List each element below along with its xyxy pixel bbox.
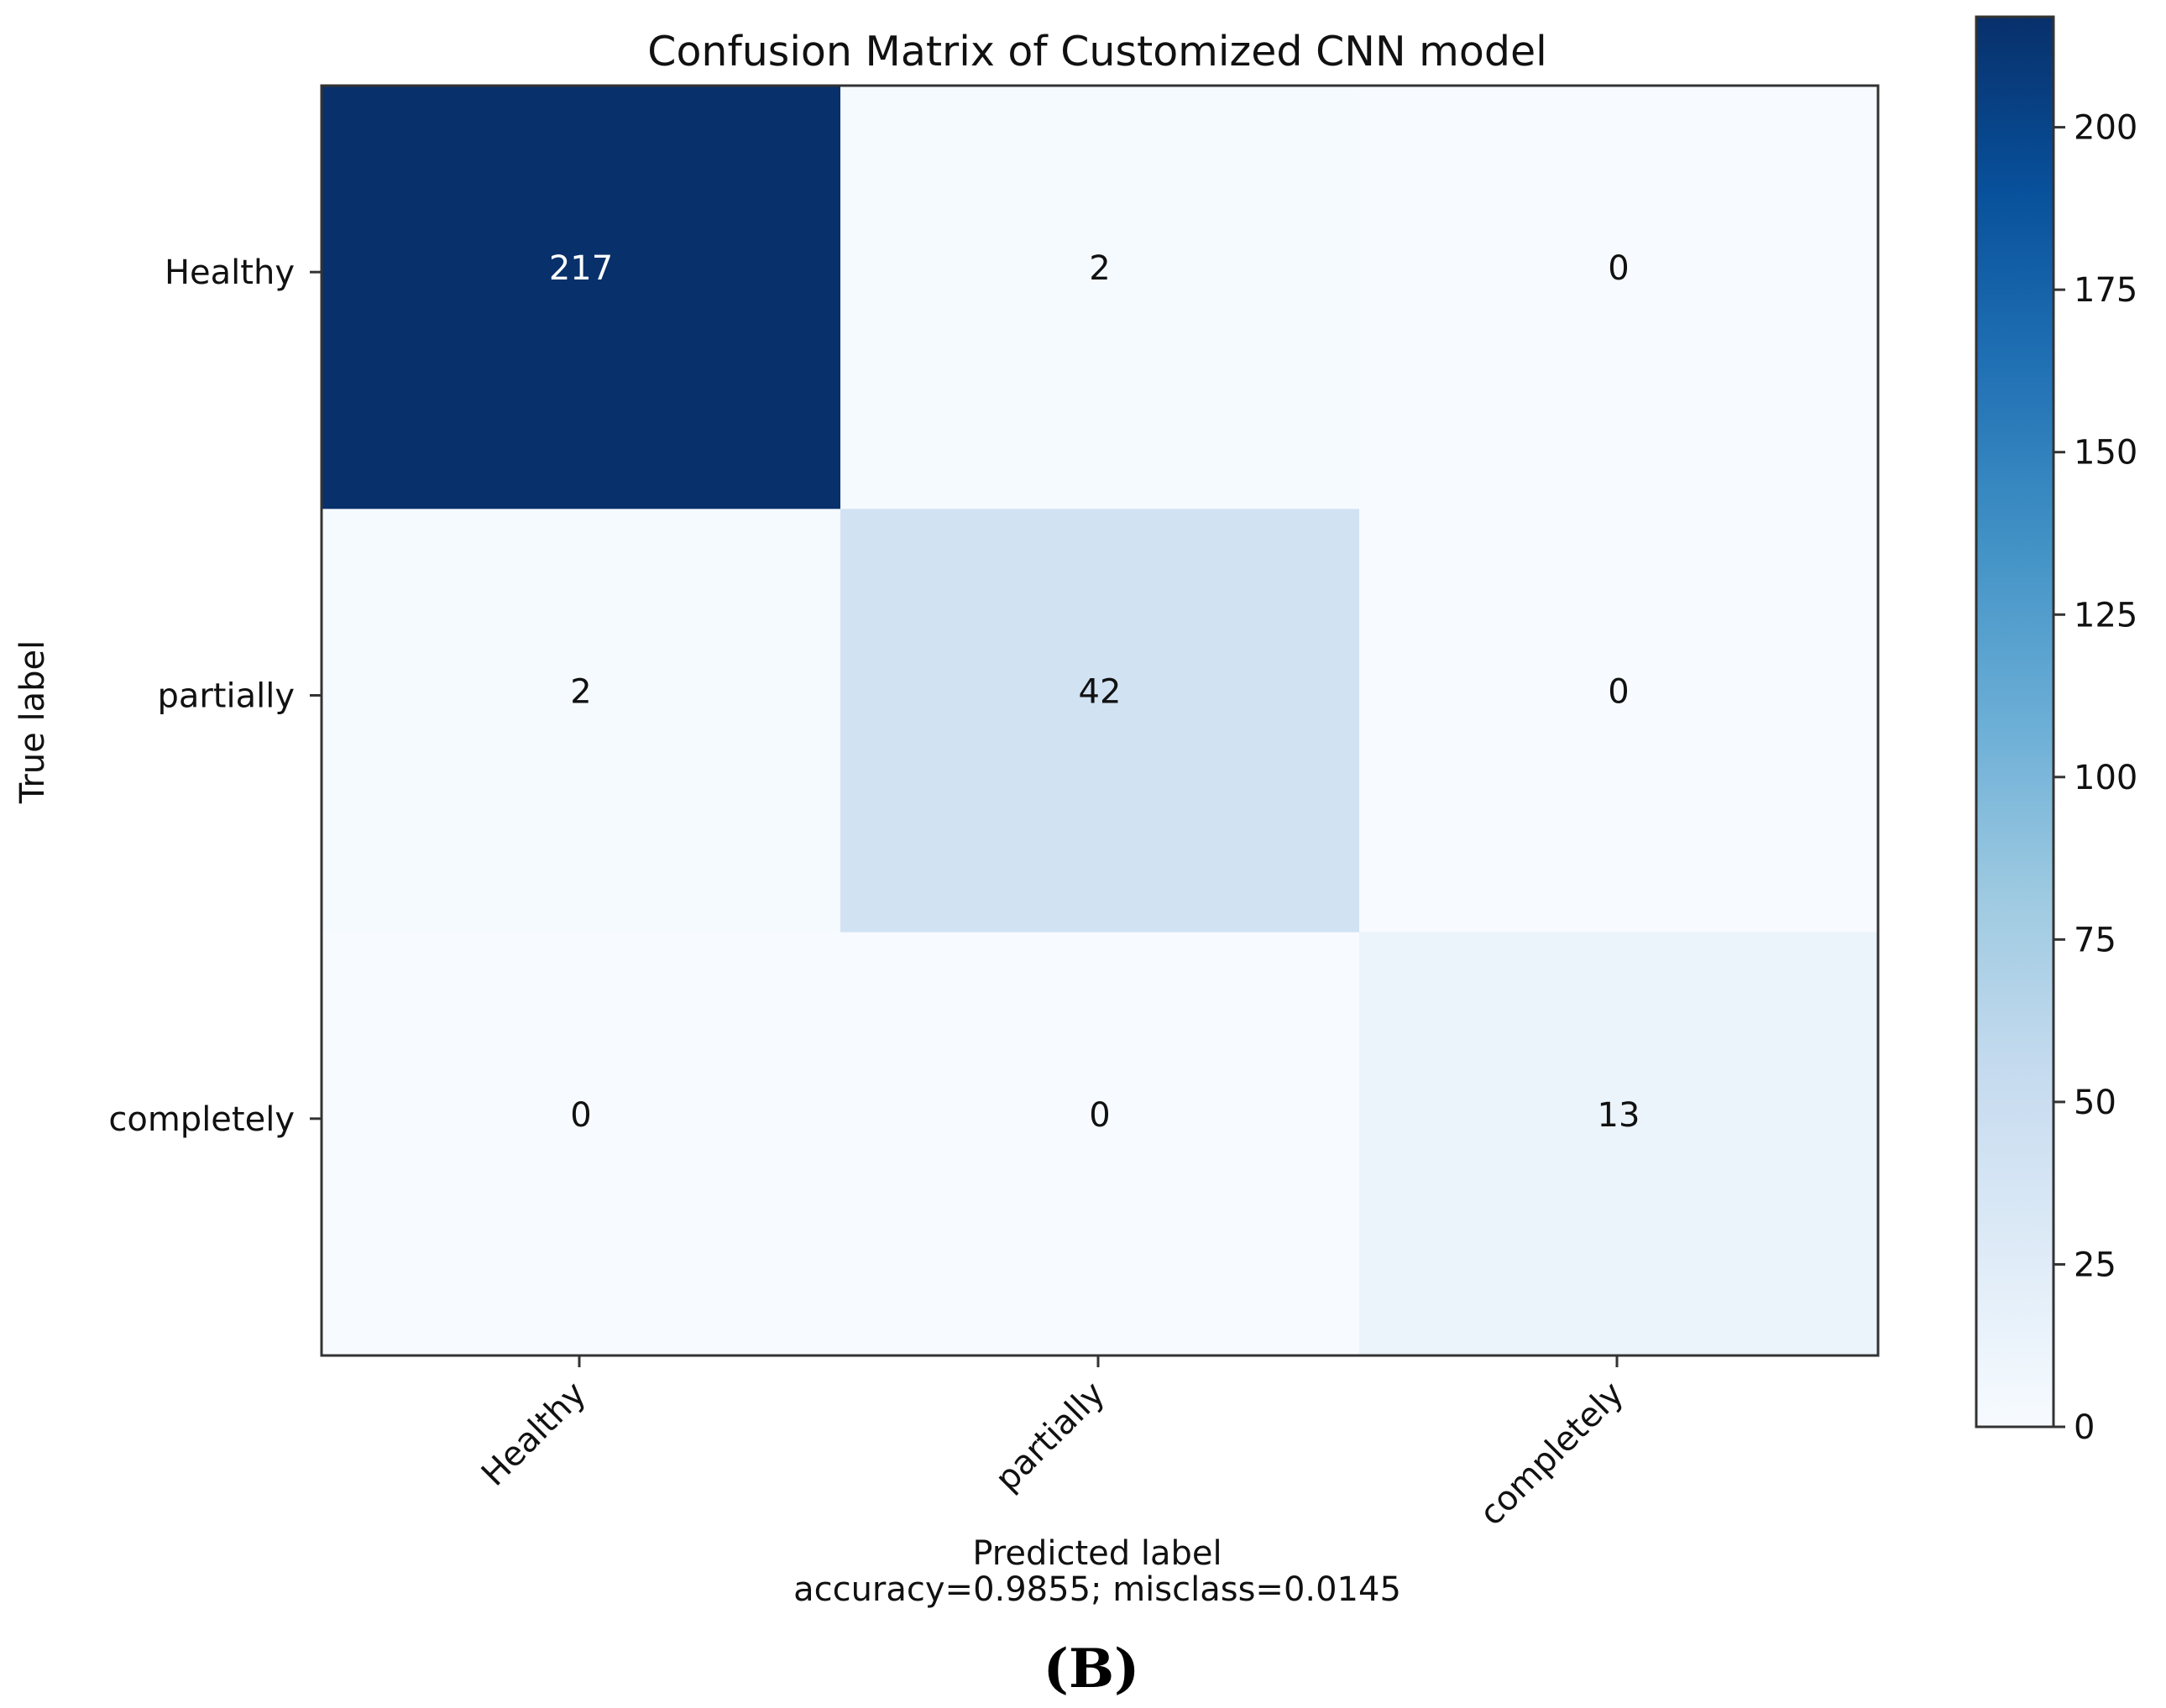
colorbar-tick-label: 75 (2074, 921, 2116, 959)
colorbar: 0 25 50 75 100 125 150 175 200 (1975, 15, 2137, 1447)
colorbar-tick-label: 175 (2074, 271, 2137, 310)
cell-value-label: 13 (1598, 1096, 1640, 1135)
heatmap-cell (840, 86, 1360, 509)
colorbar-tick-label: 50 (2074, 1084, 2116, 1122)
cell-value-label: 0 (1608, 673, 1629, 712)
heatmap-cell (840, 509, 1360, 933)
heatmap-cell (840, 932, 1360, 1356)
x-axis-sublabel: accuracy=0.9855; misclass=0.0145 (793, 1570, 1401, 1609)
x-tick-label: completely (1473, 1375, 1631, 1533)
cell-value-label: 0 (1608, 249, 1629, 288)
cell-value-label: 2 (1089, 249, 1110, 288)
chart-title: Confusion Matrix of Customized CNN model (647, 28, 1547, 76)
colorbar-tick-label: 0 (2074, 1408, 2095, 1447)
x-tick-label: partially (988, 1375, 1112, 1499)
y-tick-label: completely (108, 1100, 295, 1139)
cell-value-label: 42 (1079, 673, 1122, 712)
heatmap-cell (1359, 932, 1879, 1356)
heatmap: 217 2 0 2 42 0 0 0 13 Healthy partially completely H… (108, 86, 1879, 1533)
x-axis-label: Predicted label (972, 1534, 1222, 1573)
colorbar-tick-label: 150 (2074, 434, 2137, 473)
heatmap-cell (322, 86, 841, 509)
plot-frame (320, 84, 1880, 1357)
cell-value-label: 2 (570, 673, 591, 712)
colorbar-tick-label: 25 (2074, 1246, 2116, 1284)
cell-value-label: 217 (549, 249, 613, 288)
cell-value-label: 0 (1089, 1096, 1110, 1135)
y-axis-label: True label (13, 640, 52, 804)
colorbar-tick-label: 125 (2074, 596, 2137, 635)
colorbar-ticks: 0 25 50 75 100 125 150 175 200 (2054, 109, 2137, 1447)
heatmap-cell (1359, 86, 1879, 509)
y-tick-label: partially (157, 677, 295, 716)
y-tick-label: Healthy (165, 253, 295, 292)
heatmap-cell (1359, 509, 1879, 933)
x-tick-label: Healthy (474, 1375, 594, 1494)
colorbar-tick-label: 100 (2074, 759, 2137, 797)
figure-caption: (B) (1044, 1637, 1140, 1700)
colorbar-tick-label: 200 (2074, 109, 2137, 148)
heatmap-cell (322, 509, 841, 933)
colorbar-gradient (1975, 15, 2055, 1429)
cell-value-label: 0 (570, 1096, 591, 1135)
heatmap-cell (322, 932, 841, 1356)
